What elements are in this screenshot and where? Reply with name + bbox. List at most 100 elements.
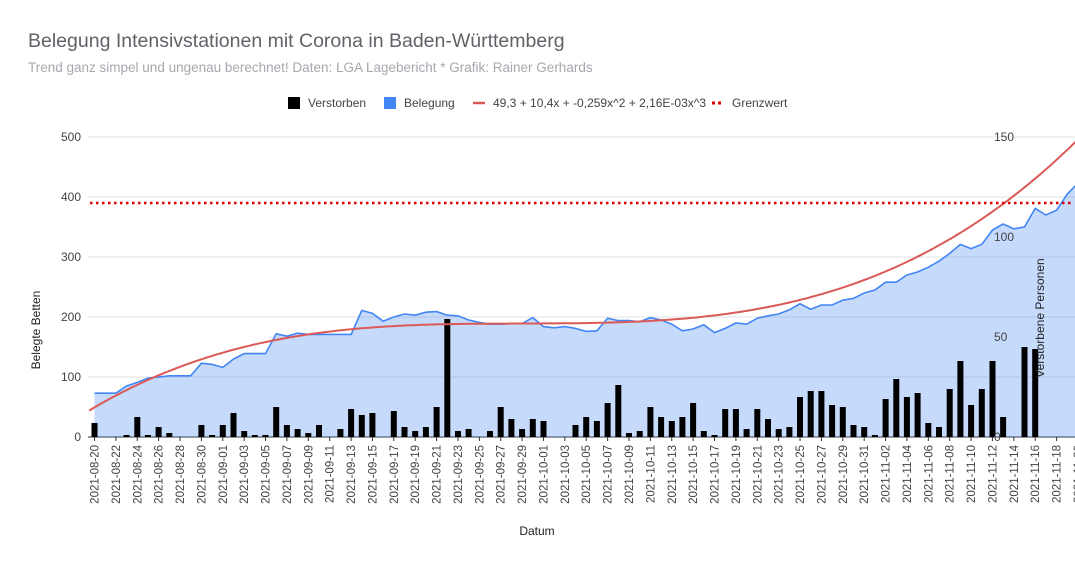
verstorben-bar: [829, 405, 836, 437]
y-left-tick-label: 500: [61, 130, 81, 144]
verstorben-bar: [797, 397, 803, 437]
x-tick-label: 2021-11-08: [945, 445, 957, 503]
verstorben-bar: [861, 427, 868, 437]
x-tick-label: 2021-11-20: [1073, 445, 1075, 503]
x-tick-label: 2021-10-23: [774, 445, 786, 504]
verstorben-bar: [914, 393, 921, 437]
x-tick-label: 2021-11-10: [966, 445, 978, 503]
verstorben-bar: [572, 425, 579, 437]
x-tick-label: 2021-09-07: [282, 445, 294, 504]
x-axis: 2021-08-20 2021-08-22 2021-08-24 2021-08-26…: [90, 437, 1075, 504]
verstorben-bar: [850, 425, 857, 437]
legend-label-1: Belegung: [404, 96, 455, 110]
verstorben-bar: [155, 427, 162, 437]
x-tick-label: 2021-10-25: [795, 445, 807, 504]
x-tick-label: 2021-10-21: [752, 445, 764, 504]
verstorben-bar: [818, 391, 825, 437]
verstorben-bar: [144, 435, 151, 437]
x-tick-label: 2021-10-13: [667, 445, 679, 504]
y-right-tick-label: 0: [994, 430, 1001, 444]
legend-label-3: Grenzwert: [732, 96, 788, 110]
verstorben-bar: [893, 379, 900, 437]
x-tick-label: 2021-09-27: [496, 445, 508, 504]
verstorben-bar: [401, 427, 408, 437]
x-tick-label: 2021-08-30: [196, 445, 208, 504]
verstorben-bar: [647, 407, 654, 437]
verstorben-bar: [241, 431, 248, 437]
verstorben-bar: [807, 391, 814, 437]
legend-label-2: 49,3 + 10,4x + -0,259x^2 + 2,16E-03x^3: [493, 96, 706, 110]
x-tick-label: 2021-09-21: [432, 445, 444, 504]
verstorben-bar: [369, 413, 376, 437]
chart-title: Belegung Intensivstationen mit Corona in…: [28, 30, 565, 52]
verstorben-bar: [903, 397, 910, 437]
verstorben-bar: [615, 385, 622, 437]
verstorben-bar: [658, 417, 665, 437]
verstorben-bar: [273, 407, 280, 437]
x-tick-label: 2021-10-29: [838, 445, 850, 504]
verstorben-bar: [316, 425, 322, 437]
verstorben-bar: [444, 319, 451, 437]
verstorben-bar: [540, 421, 547, 437]
x-axis-title: Datum: [519, 524, 554, 538]
x-tick-label: 2021-11-04: [902, 444, 914, 503]
axis-titles: Datum Belegte Betten Verstorbene Personen: [29, 258, 1047, 538]
verstorben-bar: [626, 433, 632, 437]
verstorben-bar: [871, 435, 878, 437]
x-tick-label: 2021-10-19: [731, 445, 743, 504]
x-tick-label: 2021-09-15: [367, 445, 379, 504]
verstorben-bar: [946, 389, 953, 437]
verstorben-bar: [294, 429, 301, 437]
x-tick-label: 2021-08-26: [154, 445, 166, 504]
verstorben-bar: [465, 429, 472, 437]
verstorben-bar: [219, 425, 226, 437]
belegung-area: [94, 185, 1075, 437]
x-tick-label: 2021-09-01: [218, 445, 230, 504]
x-tick-label: 2021-09-05: [261, 445, 273, 504]
verstorben-bar: [433, 407, 440, 437]
x-tick-label: 2021-10-11: [645, 445, 657, 503]
x-tick-label: 2021-09-17: [389, 445, 401, 504]
x-tick-label: 2021-10-31: [859, 445, 871, 504]
verstorben-bar: [390, 411, 397, 437]
y-right-tick-label: 50: [994, 330, 1008, 344]
x-tick-label: 2021-10-03: [560, 445, 572, 504]
verstorben-bar: [230, 413, 237, 437]
x-tick-label: 2021-11-02: [881, 445, 893, 503]
y-right-axis-title: Verstorbene Personen: [1033, 258, 1047, 377]
verstorben-bar: [337, 429, 344, 437]
y-right-tick-label: 150: [994, 130, 1014, 144]
verstorben-bar: [690, 403, 697, 437]
y-left-axis-title: Belegte Betten: [29, 291, 43, 370]
verstorben-bar: [305, 433, 312, 437]
verstorben-bar: [775, 429, 782, 437]
verstorben-bar: [754, 409, 761, 437]
legend-swatch-0: [288, 97, 300, 109]
verstorben-bar: [455, 431, 461, 437]
legend[interactable]: Verstorben Belegung 49,3 + 10,4x + -0,259x…: [288, 96, 788, 110]
verstorben-bar: [743, 429, 750, 437]
x-tick-label: 2021-09-23: [453, 445, 465, 504]
y-left-tick-label: 100: [61, 370, 81, 384]
x-tick-label: 2021-08-20: [90, 445, 102, 504]
verstorben-bar: [283, 425, 290, 437]
verstorben-bar: [989, 361, 996, 437]
verstorben-bars: [91, 319, 1039, 437]
x-tick-label: 2021-10-27: [816, 445, 828, 504]
verstorben-bar: [209, 435, 216, 437]
verstorben-bar: [519, 429, 526, 437]
x-tick-label: 2021-09-19: [410, 445, 422, 504]
x-tick-label: 2021-09-13: [346, 445, 358, 504]
verstorben-bar: [593, 421, 600, 437]
x-tick-label: 2021-09-03: [239, 445, 251, 504]
x-tick-label: 2021-09-09: [303, 445, 315, 504]
y-axis-right: 0 50 100 150: [994, 130, 1014, 444]
legend-label-0: Verstorben: [308, 96, 366, 110]
x-tick-label: 2021-10-17: [710, 445, 722, 504]
x-tick-label: 2021-09-25: [474, 445, 486, 504]
x-tick-label: 2021-10-05: [581, 445, 593, 504]
verstorben-bar: [668, 421, 675, 437]
verstorben-bar: [786, 427, 793, 437]
x-tick-label: 2021-08-22: [111, 445, 123, 504]
verstorben-bar: [968, 405, 975, 437]
